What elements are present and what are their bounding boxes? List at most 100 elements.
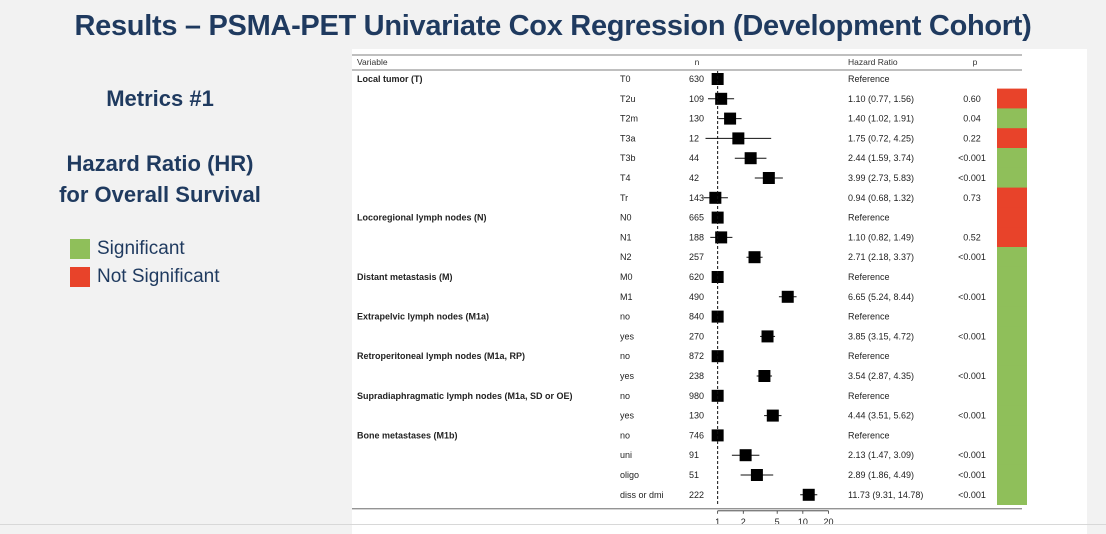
hazard-ratio-marker (781, 290, 794, 303)
significance-cell (997, 326, 1027, 347)
forest-plot: Variable n Hazard Ratio p Local tumor (T) T0 6… (352, 54, 1027, 527)
hazard-ratio-title-line1: Hazard Ratio (HR) (66, 151, 254, 176)
row-p-value: <0.001 (958, 450, 986, 460)
row-level: N2 (620, 252, 632, 262)
row-hazard-ratio-text: 6.65 (5.24, 8.44) (848, 292, 914, 302)
row-level: diss or dmi (620, 490, 664, 500)
row-hazard-ratio-text: 3.99 (2.73, 5.83) (848, 173, 914, 183)
row-level: no (620, 391, 630, 401)
row-n: 109 (689, 94, 704, 104)
significance-cell (997, 286, 1027, 307)
legend-label-significant: Significant (97, 238, 185, 259)
row-level: N0 (620, 213, 632, 223)
row-hazard-ratio-text: Reference (848, 430, 890, 440)
forest-plot-panel: Variable n Hazard Ratio p Local tumor (T) T0 6… (352, 49, 1087, 534)
row-n: 12 (689, 133, 699, 143)
row-level: T4 (620, 173, 631, 183)
row-p-value: <0.001 (958, 371, 986, 381)
significance-cell (997, 346, 1027, 367)
row-n: 746 (689, 430, 704, 440)
row-n: 130 (689, 411, 704, 421)
row-n: 91 (689, 450, 699, 460)
row-hazard-ratio-text: 1.40 (1.02, 1.91) (848, 114, 914, 124)
row-p-value: <0.001 (958, 173, 986, 183)
row-n: 872 (689, 351, 704, 361)
legend-significant: Significant (70, 238, 185, 260)
significance-cell (997, 227, 1027, 248)
row-n: 840 (689, 312, 704, 322)
significance-cell (997, 365, 1027, 387)
significance-cell (997, 148, 1027, 169)
column-header-variable: Variable (357, 57, 388, 67)
hazard-ratio-marker (744, 152, 757, 165)
significance-cell (997, 207, 1027, 228)
row-hazard-ratio-text: 1.10 (0.82, 1.49) (848, 232, 914, 242)
hazard-ratio-marker (732, 132, 745, 145)
row-n: 270 (689, 331, 704, 341)
row-hazard-ratio-text: 3.85 (3.15, 4.72) (848, 331, 914, 341)
row-n: 44 (689, 153, 699, 163)
significance-cell (997, 484, 1027, 505)
row-level: M0 (620, 272, 633, 282)
row-p-value: 0.22 (963, 133, 981, 143)
group-label: Retroperitoneal lymph nodes (M1a, RP) (357, 351, 525, 361)
group-label: Locoregional lymph nodes (N) (357, 213, 487, 223)
hazard-ratio-title: Hazard Ratio (HR) for Overall Survival (0, 148, 320, 210)
row-hazard-ratio-text: 2.89 (1.86, 4.49) (848, 470, 914, 480)
row-n: 42 (689, 173, 699, 183)
significance-cell (997, 266, 1027, 288)
row-p-value: <0.001 (958, 331, 986, 341)
bottom-divider (0, 524, 1106, 525)
row-level: no (620, 351, 630, 361)
legend-label-not-significant: Not Significant (97, 266, 220, 287)
significance-cell (997, 88, 1027, 109)
row-n: 630 (689, 74, 704, 84)
significance-cell (997, 405, 1027, 426)
hazard-ratio-marker (739, 449, 752, 462)
row-p-value: <0.001 (958, 252, 986, 262)
significance-cell (997, 306, 1027, 327)
row-n: 238 (689, 371, 704, 381)
slide-title: Results – PSMA-PET Univariate Cox Regres… (74, 10, 1032, 42)
hazard-ratio-marker (711, 429, 724, 442)
x-tick-label: 1 (715, 517, 720, 527)
group-label: Supradiaphragmatic lymph nodes (M1a, SD … (357, 391, 573, 401)
group-label: Extrapelvic lymph nodes (M1a) (357, 312, 489, 322)
row-p-value: <0.001 (958, 411, 986, 421)
legend-not-significant: Not Significant (70, 266, 220, 288)
hazard-ratio-marker (711, 389, 724, 402)
row-hazard-ratio-text: Reference (848, 351, 890, 361)
row-level: M1 (620, 292, 633, 302)
row-n: 188 (689, 232, 704, 242)
row-level: yes (620, 331, 635, 341)
row-hazard-ratio-text: 4.44 (3.51, 5.62) (848, 411, 914, 421)
row-hazard-ratio-text: 0.94 (0.68, 1.32) (848, 193, 914, 203)
column-header-n: n (695, 57, 700, 67)
row-n: 222 (689, 490, 704, 500)
row-n: 143 (689, 193, 704, 203)
row-p-value: <0.001 (958, 470, 986, 480)
hazard-ratio-title-line2: for Overall Survival (59, 182, 261, 207)
row-level: yes (620, 411, 635, 421)
group-label: Bone metastases (M1b) (357, 430, 458, 440)
row-p-value: <0.001 (958, 292, 986, 302)
row-hazard-ratio-text: 1.75 (0.72, 4.25) (848, 133, 914, 143)
x-tick-label: 2 (741, 517, 746, 527)
legend-swatch-significant (70, 239, 90, 259)
row-level: uni (620, 450, 632, 460)
row-level: T3b (620, 153, 636, 163)
row-n: 490 (689, 292, 704, 302)
row-p-value: 0.73 (963, 193, 981, 203)
row-p-value: 0.04 (963, 114, 981, 124)
row-level: T3a (620, 133, 636, 143)
row-level: yes (620, 371, 635, 381)
significance-cell (997, 187, 1027, 208)
row-hazard-ratio-text: Reference (848, 74, 890, 84)
row-hazard-ratio-text: 2.71 (2.18, 3.37) (848, 252, 914, 262)
column-header-p: p (973, 57, 978, 67)
row-level: T2m (620, 114, 638, 124)
row-level: T0 (620, 74, 631, 84)
row-hazard-ratio-text: Reference (848, 272, 890, 282)
hazard-ratio-marker (761, 330, 774, 343)
group-label: Distant metastasis (M) (357, 272, 453, 282)
